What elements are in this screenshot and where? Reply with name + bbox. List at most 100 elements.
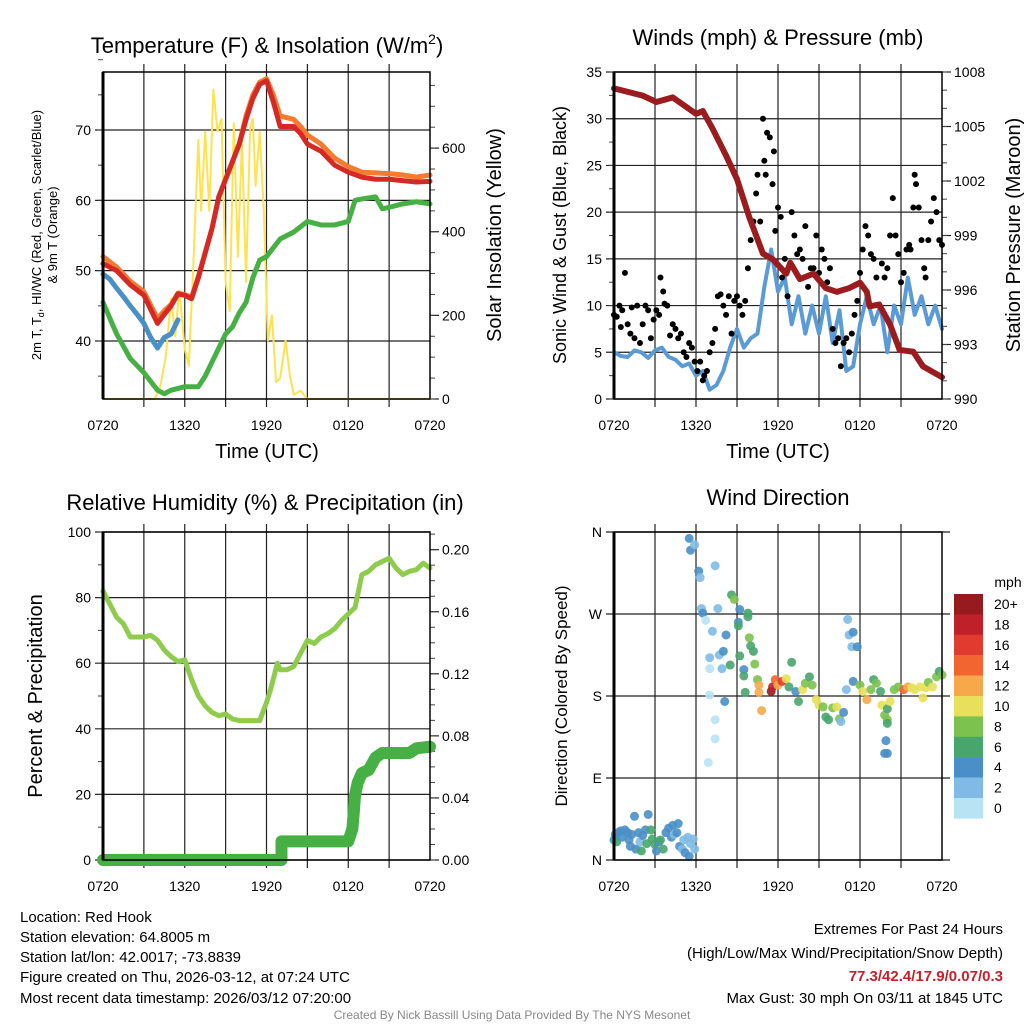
gust-point <box>709 339 716 346</box>
y-tick-label: 5 <box>594 344 602 360</box>
gust-point <box>686 339 693 346</box>
x-tick-label: 1320 <box>169 417 200 433</box>
gust-point <box>744 265 751 272</box>
gust-point <box>642 302 649 309</box>
gust-point <box>921 265 928 272</box>
y-tick-label: 10 <box>586 298 602 314</box>
gust-point <box>788 209 795 216</box>
wind-direction-point <box>807 680 817 690</box>
extremes-legend: (High/Low/Max Wind/Precipitation/Snow De… <box>687 945 1003 962</box>
wind-direction-point <box>688 834 698 844</box>
x-tick-label: 1320 <box>680 417 711 433</box>
wind-direction-point <box>739 665 749 675</box>
gust-point <box>910 204 917 211</box>
wind-direction-point <box>757 706 767 716</box>
gust-point <box>878 260 885 267</box>
x-tick-label: 0120 <box>844 417 875 433</box>
wind-direction-point <box>927 682 937 692</box>
wind-direction-point <box>848 627 858 637</box>
colorbar-swatch <box>954 614 983 635</box>
wind-direction-point <box>710 561 720 571</box>
series-wind-chill <box>100 271 181 351</box>
y2-tick-label: 999 <box>954 228 978 244</box>
series-solar-insolation <box>102 88 431 400</box>
temperature-chart-title: Temperature (F) & Insolation (W/m2) <box>91 31 444 58</box>
gust-point <box>892 232 899 239</box>
gust-point <box>873 274 880 281</box>
y2-tick-label: 1008 <box>954 64 985 80</box>
y-tick-label: 100 <box>68 524 92 540</box>
wind-direction-point <box>735 651 745 661</box>
extremes-title: Extremes For Past 24 Hours <box>814 921 1003 938</box>
gust-point <box>621 269 628 276</box>
y-tick-label: 20 <box>75 786 91 802</box>
gust-point <box>802 223 809 230</box>
gust-point <box>837 363 844 370</box>
gust-point <box>675 335 682 342</box>
gust-point <box>796 246 803 253</box>
wind-direction-point <box>672 828 682 838</box>
wind-direction-point <box>750 659 760 669</box>
gust-point <box>857 269 863 276</box>
colorbar-swatch <box>954 675 983 697</box>
gust-point <box>739 311 746 318</box>
gust-point <box>791 232 798 239</box>
wind-y-label: Sonic Wind & Gust (Blue, Black) <box>550 106 570 364</box>
wind-direction-point <box>703 758 713 768</box>
chart-panel-3: N E S W N 0720 1320 1920 0120 0720 <box>589 524 958 894</box>
gust-point <box>900 269 907 276</box>
y-tick-label: 20 <box>586 204 602 220</box>
gust-point <box>761 157 768 164</box>
wind-direction-point <box>701 615 711 625</box>
wind-direction-point <box>720 696 730 706</box>
gust-point <box>870 255 877 262</box>
gust-point <box>832 339 839 346</box>
x-tick-label: 1920 <box>762 878 793 894</box>
chart-panel-2: 0 20 40 60 80 100 0.00 0.04 0.08 0.12 0.16 0.20 0720… <box>68 524 469 894</box>
y2-tick-label: 200 <box>442 307 466 323</box>
gust-point <box>759 115 766 122</box>
gust-point <box>835 335 842 342</box>
y-tick-label: 50 <box>75 263 91 279</box>
wind-direction-point <box>707 626 717 636</box>
wind-direction-point <box>684 851 694 861</box>
series-relative-humidity <box>100 555 433 724</box>
gust-point <box>639 321 646 328</box>
gust-point <box>634 302 641 309</box>
gust-point <box>736 302 743 309</box>
gust-point <box>859 246 866 253</box>
timestamp-text: Most recent data timestamp: 2026/03/12 0… <box>20 990 351 1007</box>
wind-direction-point <box>871 678 881 688</box>
colorbar-label: 16 <box>994 637 1010 653</box>
gust-point <box>631 335 638 342</box>
wind-direction-point <box>743 612 753 622</box>
wind-direction-point <box>841 685 851 695</box>
colorbar-swatch <box>954 716 983 737</box>
gust-point <box>762 171 769 178</box>
gust-point <box>915 204 922 211</box>
chart-panel-0: 40 50 60 70 0 200 400 600 0720 1320 1920 0120 0720 <box>75 59 466 433</box>
x-tick-label: 0720 <box>87 878 118 894</box>
y2-tick-label: 0.12 <box>442 666 469 682</box>
gust-point <box>826 265 833 272</box>
series-2m-t <box>100 78 433 326</box>
gust-point <box>672 325 679 332</box>
gust-point <box>647 335 654 342</box>
gust-point <box>898 279 904 286</box>
gust-point <box>846 349 853 356</box>
wind-direction-point <box>843 614 853 624</box>
y-tick-label: 35 <box>586 64 602 80</box>
wind-direction-point <box>684 533 694 543</box>
colorbar-swatch <box>954 634 983 656</box>
x-tick-label: 0720 <box>926 878 957 894</box>
series-precipitation <box>97 740 436 866</box>
wind-direction-point <box>690 540 700 550</box>
x-tick-label: 0720 <box>414 878 445 894</box>
y2-tick-label: 993 <box>954 337 978 353</box>
gust-point <box>680 349 687 356</box>
wind-chart-title: Winds (mph) & Pressure (mb) <box>633 25 924 50</box>
temperature-y-label-line2: & 9m T (Orange) <box>45 186 60 283</box>
gust-point <box>813 232 820 239</box>
wind-direction-point <box>804 672 814 682</box>
